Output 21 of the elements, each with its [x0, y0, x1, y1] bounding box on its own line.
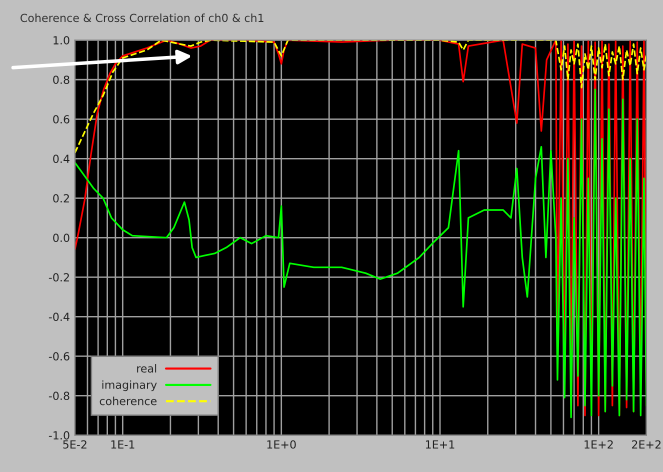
y-tick-label: 0.8 — [53, 76, 70, 84]
legend-label: coherence — [100, 396, 157, 406]
y-tick-label: 0.6 — [53, 115, 70, 124]
y-tick-label: 0.0 — [53, 234, 70, 242]
y-tick-label: -1.0 — [48, 431, 70, 440]
chart-title: Coherence & Cross Correlation of ch0 & ch1 — [20, 14, 264, 22]
y-tick-label: 0.4 — [53, 154, 70, 164]
y-tick-label: -0.8 — [48, 392, 70, 400]
y-tick-label: 0.2 — [53, 194, 69, 203]
legend-label: imaginary — [102, 380, 157, 392]
x-tick-label: 2E+2 — [632, 440, 661, 448]
y-tick-label: -0.6 — [48, 352, 70, 361]
x-tick-label: 1E-1 — [111, 440, 134, 448]
x-tick-label: 1E+1 — [426, 440, 454, 448]
legend-label: real — [137, 364, 156, 373]
y-tick-label: -0.4 — [48, 312, 70, 322]
x-tick-label: 1E+0 — [267, 440, 296, 449]
x-tick-label: 5E-2 — [63, 440, 86, 449]
y-tick-label: 1.0 — [54, 36, 70, 44]
x-tick-label: 1E+2 — [584, 440, 613, 448]
y-tick-label: -0.2 — [48, 273, 69, 282]
